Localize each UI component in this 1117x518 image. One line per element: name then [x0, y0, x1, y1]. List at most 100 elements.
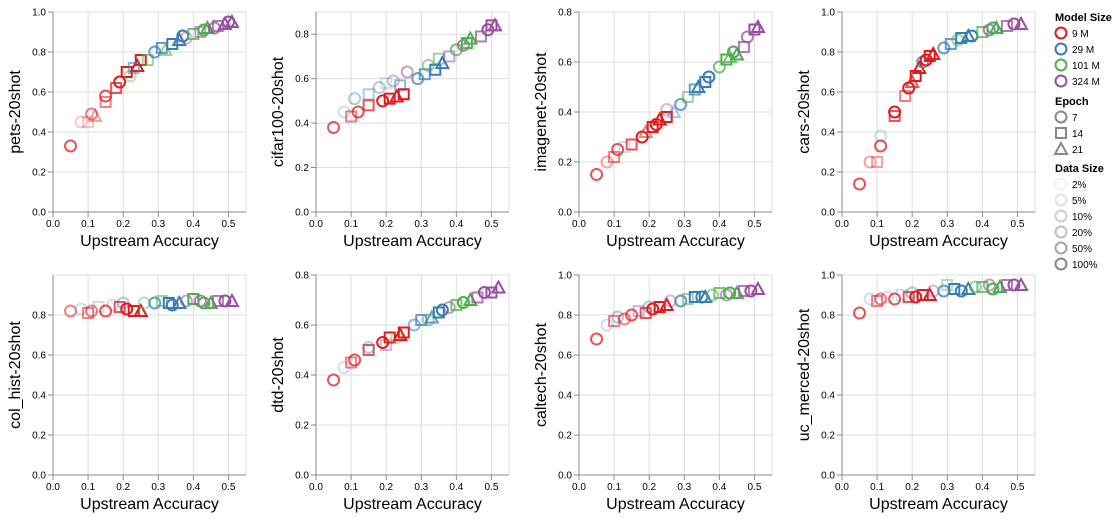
data-point [432, 306, 445, 319]
data-point [92, 301, 105, 313]
data-point [611, 310, 625, 324]
data-point [224, 292, 240, 307]
x-tick-label: 0.5 [1011, 219, 1025, 230]
data-point [141, 54, 154, 66]
y-tick-label: 0.2 [821, 431, 835, 442]
legend-label-data-20: 20% [1072, 228, 1092, 239]
y-axis-title: dtd-20shot [270, 337, 287, 413]
data-point [171, 294, 188, 309]
y-tick-label: 0.8 [821, 311, 835, 322]
data-point [429, 63, 442, 76]
x-tick-label: 0.1 [607, 482, 621, 493]
data-point [123, 69, 137, 83]
data-point [113, 75, 127, 89]
data-point [187, 28, 200, 40]
data-point [871, 156, 884, 168]
data-point [421, 313, 435, 327]
plot-frame [52, 11, 247, 213]
y-tick-label: 0.6 [295, 74, 309, 85]
y-tick-label: 0.8 [821, 48, 835, 59]
x-tick-label: 0.4 [449, 219, 463, 230]
y-tick-label: 0.0 [821, 208, 835, 219]
legend-label-epoch-7: 7 [1072, 113, 1078, 124]
data-point [608, 151, 621, 163]
data-point [392, 326, 408, 341]
legend: Model Size 9 M 29 M 101 M 324 M Epoch 7 14 21… [1053, 12, 1112, 271]
data-point [681, 91, 694, 103]
x-axis-title: Upstream Accuracy [343, 496, 482, 513]
y-tick-label: 0.4 [558, 108, 572, 119]
data-point [666, 103, 682, 118]
legend-symbol-epoch-21 [1053, 140, 1069, 155]
y-tick-label: 0.8 [295, 271, 309, 282]
y-tick-label: 0.0 [295, 471, 309, 482]
y-tick-label: 0.4 [821, 128, 835, 139]
data-point [744, 284, 758, 298]
data-point [99, 304, 113, 318]
data-point [881, 290, 895, 304]
data-point [450, 299, 463, 311]
data-point [99, 96, 112, 108]
data-point [954, 284, 968, 298]
data-point [133, 302, 149, 317]
data-point [137, 296, 151, 310]
y-tick-label: 0.4 [821, 391, 835, 402]
x-tick-label: 0.5 [222, 219, 236, 230]
data-point [345, 356, 358, 369]
panel-caltech-20shot: 0.0 0.1 0.2 0.3 0.4 0.5 0.0 0.2 0.4 0.6 0.8 1.0 Upst… [533, 271, 773, 513]
panel-imagenet-20shot: 0.0 0.1 0.2 0.3 0.4 0.5 0.0 0.2 0.4 0.6 0.8 Upstrea… [533, 8, 773, 250]
data-point [383, 92, 396, 105]
panel-pets-20shot: 0.0 0.1 0.2 0.3 0.4 0.5 0.0 0.2 0.4 0.6 0.8 1.0 Upst… [7, 8, 247, 250]
data-point [1013, 276, 1029, 291]
legend-label-data-50: 50% [1072, 244, 1092, 255]
data-point [632, 305, 645, 317]
data-point [750, 280, 766, 295]
y-tick-label: 0.0 [32, 471, 46, 482]
y-tick-label: 1.0 [558, 271, 572, 282]
y-tick-label: 0.0 [558, 208, 572, 219]
x-tick-label: 0.2 [642, 219, 656, 230]
legend-label-epoch-21: 21 [1072, 145, 1084, 156]
panel-cifar100-20shot: 0.0 0.1 0.2 0.3 0.4 0.5 0.0 0.2 0.4 0.6 0.8 Upstrea… [270, 11, 510, 250]
y-tick-label: 0.0 [558, 471, 572, 482]
y-tick-label: 0.4 [558, 391, 572, 402]
data-point [155, 295, 168, 307]
data-point [380, 77, 393, 90]
legend-label-data-5: 5% [1072, 196, 1087, 207]
x-tick-label: 0.2 [905, 482, 919, 493]
legend-label-324-m: 324 M [1072, 77, 1100, 88]
data-point [376, 94, 390, 108]
data-point [750, 18, 766, 33]
data-point [351, 105, 365, 119]
x-tick-label: 0.4 [186, 219, 200, 230]
data-point [179, 294, 193, 308]
x-tick-label: 0.1 [81, 219, 95, 230]
y-tick-label: 0.6 [295, 321, 309, 332]
data-point [327, 373, 341, 387]
data-point [87, 107, 103, 122]
data-point [902, 291, 915, 303]
data-point [960, 280, 977, 295]
data-point [646, 121, 659, 133]
x-axis-title: Upstream Accuracy [869, 496, 1008, 513]
y-tick-label: 0.2 [295, 163, 309, 174]
y-tick-label: 0.6 [558, 58, 572, 69]
legend-symbol-data-5 [1054, 193, 1068, 207]
x-tick-label: 0.4 [712, 219, 726, 230]
data-point [394, 79, 407, 92]
y-tick-label: 0.8 [295, 30, 309, 41]
x-tick-label: 0.0 [46, 482, 60, 493]
plot-frame [841, 11, 1036, 213]
data-point [674, 98, 688, 111]
data-point [443, 50, 456, 63]
data-point [113, 301, 126, 313]
data-point [590, 332, 604, 346]
legend-label-data-2: 2% [1072, 180, 1087, 191]
y-axis-title: imagenet-20shot [533, 52, 550, 172]
data-point [435, 303, 449, 317]
legend-symbol-29-m [1054, 42, 1068, 56]
x-tick-label: 0.3 [414, 219, 428, 230]
x-tick-label: 0.2 [905, 219, 919, 230]
data-point [653, 301, 666, 313]
x-tick-label: 0.5 [485, 482, 499, 493]
